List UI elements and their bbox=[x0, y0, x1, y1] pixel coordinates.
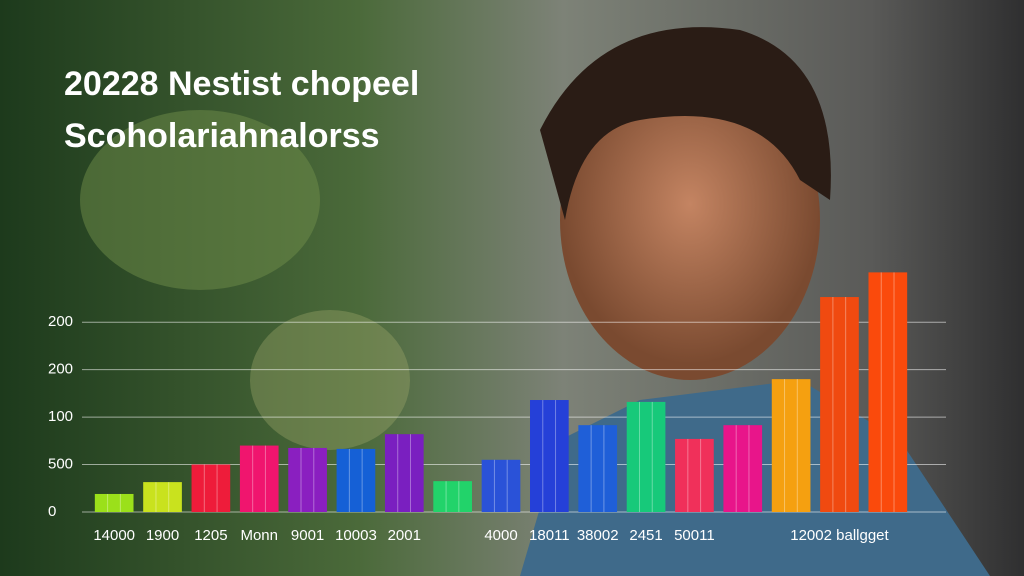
x-tick-label: Monn bbox=[240, 527, 278, 544]
x-tick-label: 18011 bbox=[529, 527, 570, 544]
x-tick-label: 2451 bbox=[629, 527, 662, 544]
x-tick-label: 14000 bbox=[93, 527, 135, 544]
face bbox=[560, 60, 820, 380]
bar bbox=[578, 425, 618, 512]
chart-title: 20228 Nestist chopeel bbox=[64, 65, 419, 103]
bar bbox=[675, 438, 714, 512]
bar bbox=[868, 272, 908, 512]
bar bbox=[433, 481, 472, 512]
bar bbox=[239, 445, 279, 512]
x-tick-label: 10003 bbox=[335, 527, 377, 544]
x-tick-label: 1205 bbox=[194, 527, 227, 544]
y-tick-label: 200 bbox=[48, 361, 73, 378]
bar bbox=[820, 297, 859, 512]
y-tick-label: 100 bbox=[48, 408, 73, 425]
bar bbox=[530, 400, 569, 512]
y-tick-label: 0 bbox=[48, 503, 56, 520]
bar bbox=[191, 464, 231, 512]
bar bbox=[143, 482, 182, 512]
y-tick-label: 500 bbox=[48, 456, 73, 473]
chart-subtitle: Scoholariahnalorss bbox=[64, 117, 380, 155]
bar bbox=[481, 459, 521, 512]
bar bbox=[384, 434, 424, 512]
bar bbox=[336, 448, 376, 512]
x-tick-label: 2001 bbox=[388, 527, 421, 544]
x-tick-label: 38002 bbox=[577, 527, 619, 544]
bar bbox=[723, 425, 763, 512]
x-tick-label: 12002 ballgget bbox=[790, 527, 889, 544]
hair bbox=[540, 27, 831, 220]
y-tick-label: 200 bbox=[48, 313, 73, 330]
foliage bbox=[250, 310, 410, 450]
foliage bbox=[80, 110, 320, 290]
x-tick-label: 4000 bbox=[484, 527, 517, 544]
bar bbox=[771, 379, 811, 512]
x-tick-label: 50011 bbox=[674, 527, 715, 544]
bar bbox=[288, 447, 327, 512]
x-tick-label: 9001 bbox=[291, 527, 324, 544]
x-tick-label: 1900 bbox=[146, 527, 179, 544]
bar bbox=[94, 493, 134, 512]
bar bbox=[626, 401, 666, 512]
